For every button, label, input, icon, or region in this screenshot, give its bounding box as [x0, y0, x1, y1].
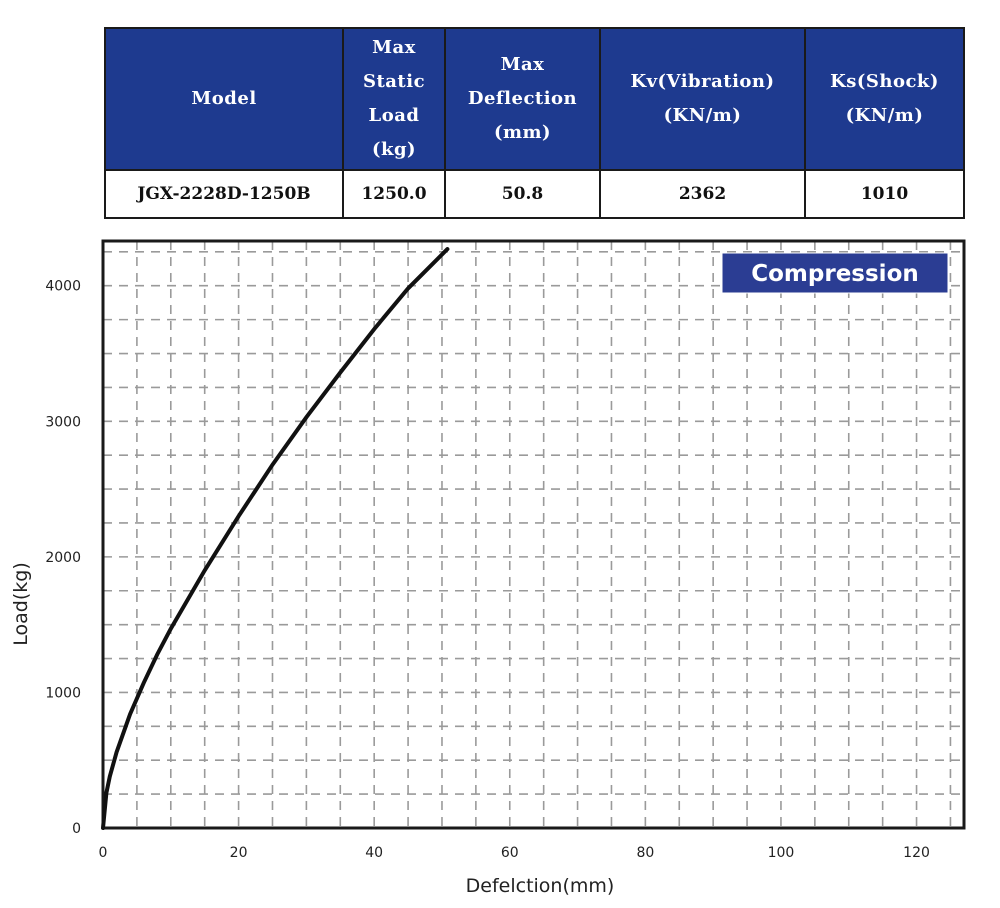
cell-ks: 1010	[804, 169, 965, 219]
tick-labels: 0 20 40 60 80 100 120 0 1000 2000 3000 4000	[45, 279, 930, 861]
legend-box	[721, 252, 949, 294]
cell-kv: 2362	[599, 169, 806, 219]
x-tick-label: 0	[99, 845, 108, 861]
y-tick-label: 4000	[45, 279, 81, 295]
header-line: (KN/m)	[663, 105, 742, 126]
header-ks: Ks(Shock) (KN/m)	[804, 27, 965, 171]
header-line: Ks(Shock)	[830, 71, 939, 92]
header-line: Load	[368, 105, 420, 126]
legend-label: Compression	[751, 261, 919, 287]
header-kv: Kv(Vibration) (KN/m)	[599, 27, 806, 171]
header-line: Max	[372, 37, 416, 58]
header-max-static-load: Max Static Load (kg)	[342, 27, 446, 171]
x-tick-label: 100	[768, 845, 795, 861]
load-deflection-chart: 0 20 40 60 80 100 120 0 1000 2000 3000 4000 Compres…	[10, 239, 966, 897]
table-row: JGX-2228D-1250B 1250.0 50.8 2362 1010	[104, 169, 965, 219]
legend-compression: Compression	[721, 252, 949, 294]
cell-max-static-load: 1250.0	[342, 169, 446, 219]
header-line: Static	[362, 71, 426, 92]
x-axis-title: Defelction(mm)	[466, 875, 615, 897]
header-max-deflection: Max Deflection (mm)	[444, 27, 601, 171]
cell-max-deflection: 50.8	[444, 169, 601, 219]
cell-model: JGX-2228D-1250B	[104, 169, 344, 219]
grid	[103, 241, 964, 828]
x-tick-label: 120	[903, 845, 930, 861]
header-line: Kv(Vibration)	[630, 71, 775, 92]
x-tick-label: 60	[501, 845, 519, 861]
plot-frame	[101, 239, 966, 830]
header-line: (kg)	[371, 139, 417, 160]
spec-table: Model Max Static Load (kg) Max Deflectio…	[104, 27, 965, 219]
x-tick-label: 40	[365, 845, 383, 861]
y-tick-label: 0	[72, 821, 81, 837]
header-row: Model Max Static Load (kg) Max Deflectio…	[104, 27, 965, 171]
header-model-line: Model	[191, 88, 257, 109]
x-tick-label: 80	[636, 845, 654, 861]
header-line: (KN/m)	[845, 105, 924, 126]
header-line: Deflection	[467, 88, 578, 109]
y-axis-title: Load(kg)	[10, 562, 32, 645]
header-line: (mm)	[493, 122, 552, 143]
header-model: Model	[104, 27, 344, 171]
header-line: Max	[500, 54, 545, 75]
compression-curve	[101, 247, 450, 830]
y-tick-label: 2000	[45, 550, 81, 566]
y-tick-label: 1000	[45, 685, 81, 701]
x-tick-label: 20	[230, 845, 248, 861]
y-tick-label: 3000	[45, 414, 81, 430]
